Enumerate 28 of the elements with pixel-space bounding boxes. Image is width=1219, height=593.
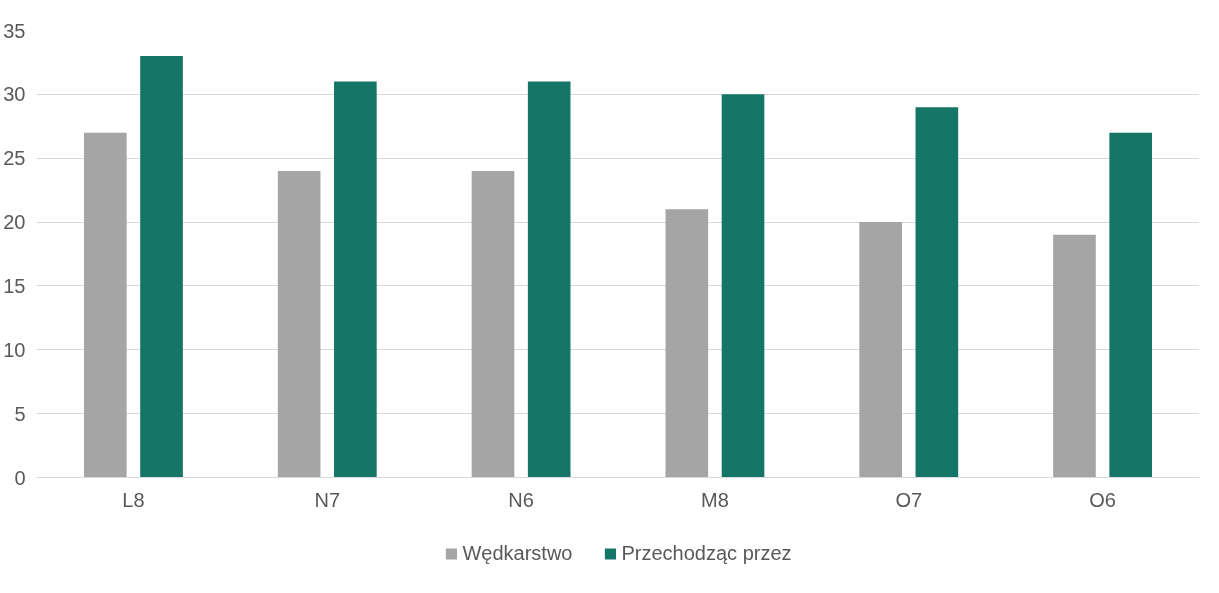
bar (665, 209, 709, 478)
bar (1053, 234, 1096, 478)
bar (140, 56, 183, 478)
bar (471, 170, 515, 478)
y-tick-label: 25 (3, 147, 26, 170)
bar (334, 81, 377, 478)
x-tick-label: O6 (1089, 488, 1116, 511)
y-tick-label: 10 (3, 338, 26, 361)
bar (527, 81, 571, 478)
bar (721, 94, 765, 478)
x-tick-label: L8 (122, 488, 145, 511)
y-tick-label: 20 (3, 211, 26, 234)
bar (277, 170, 321, 478)
bar (83, 132, 127, 478)
x-tick-label: M8 (701, 488, 729, 511)
y-tick-label: 30 (3, 83, 26, 106)
x-tick-label: N7 (314, 488, 341, 511)
legend-label: Przechodząc przez (621, 541, 792, 565)
y-tick-label: 35 (3, 19, 26, 42)
bar (859, 222, 902, 478)
y-tick-label: 5 (14, 402, 26, 425)
x-tick-label: O7 (895, 488, 923, 511)
legend-label: Wędkarstwo (462, 541, 573, 565)
x-tick-label: N6 (508, 488, 534, 511)
bar (1109, 132, 1153, 478)
y-tick-label: 15 (3, 274, 26, 297)
bar (915, 107, 959, 478)
y-tick-label: 0 (14, 466, 26, 489)
